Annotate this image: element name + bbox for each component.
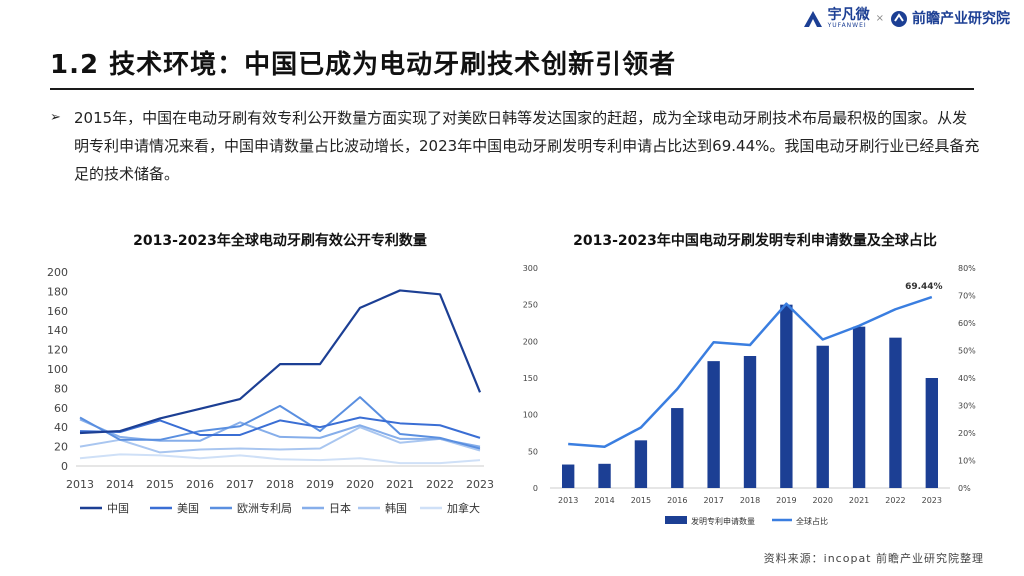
- x-tick-label: 2022: [426, 478, 454, 491]
- legend-label-usa: 美国: [177, 502, 199, 515]
- qianzhan-logo: 前瞻产业研究院: [890, 10, 1010, 28]
- bar: [598, 463, 611, 488]
- x-tick-label: 2016: [667, 496, 687, 505]
- qianzhan-logo-text: 前瞻产业研究院: [912, 10, 1010, 27]
- y-tick-label: 100: [47, 363, 68, 376]
- left-chart-title: 2013-2023年全球电动牙刷有效公开专利数量: [133, 233, 427, 249]
- x-tick-label: 2017: [226, 478, 254, 491]
- bar: [780, 304, 793, 488]
- logo-separator: ×: [875, 13, 884, 24]
- x-tick-label: 2020: [813, 496, 833, 505]
- x-tick-label: 2023: [922, 496, 942, 505]
- y2-tick-label: 10%: [958, 457, 976, 466]
- x-tick-label: 2019: [776, 496, 796, 505]
- title-divider: [50, 88, 974, 90]
- series-line-canada: [79, 453, 481, 465]
- y-tick-label: 50: [528, 447, 538, 456]
- application-bar-chart: 0 50 100 150 200 250 300 0% 10% 20% 30% 40% 50% 60% 70…: [523, 264, 976, 526]
- x-tick-label: 2022: [885, 496, 905, 505]
- legend-label-china: 中国: [107, 502, 129, 515]
- source-note: 资料来源：incopat 前瞻产业研究院整理: [763, 552, 984, 565]
- x-tick-label: 2021: [849, 496, 869, 505]
- y-tick-label: 20: [54, 441, 68, 454]
- summary-text: 2015年，中国在电动牙刷有效专利公开数量方面实现了对美欧日韩等发达国家的赶超，…: [74, 109, 980, 183]
- yufanwei-logo-text: 宇凡微: [827, 7, 870, 23]
- x-tick-label: 2014: [594, 496, 614, 505]
- series-line-eu: [79, 396, 481, 450]
- right-chart-title: 2013-2023年中国电动牙刷发明专利申请数量及全球占比: [573, 233, 937, 249]
- y-tick-label: 200: [47, 266, 68, 279]
- bar: [707, 361, 720, 488]
- y-tick-label: 150: [523, 374, 538, 383]
- page-title: 1.2 技术环境：中国已成为电动牙刷技术创新引领者: [50, 50, 677, 80]
- share-line: [568, 295, 933, 448]
- x-tick-label: 2016: [186, 478, 214, 491]
- legend-label-eu: 欧洲专利局: [237, 501, 292, 515]
- top-bar: 宇凡微 YUFANWEI × 前瞻产业研究院: [0, 0, 1024, 40]
- y-tick-label: 300: [523, 264, 538, 273]
- bar: [925, 378, 938, 488]
- x-tick-label: 2014: [106, 478, 134, 491]
- y2-tick-label: 60%: [958, 319, 976, 328]
- series-line-usa: [79, 416, 481, 439]
- share-annotation: 69.44%: [905, 282, 943, 292]
- series-line-korea: [79, 426, 481, 454]
- qianzhan-logo-icon: [891, 10, 907, 27]
- bar: [634, 440, 648, 488]
- bar: [889, 337, 902, 488]
- y-tick-label: 0: [533, 484, 538, 493]
- legend-label-korea: 韩国: [385, 501, 407, 515]
- y-tick-label: 100: [523, 411, 538, 420]
- summary-bullet: ➢ 2015年，中国在电动牙刷有效专利公开数量方面实现了对美欧日韩等发达国家的赶…: [50, 104, 980, 188]
- y-tick-label: 180: [47, 285, 68, 298]
- x-tick-label: 2020: [346, 478, 374, 491]
- y-tick-label: 40: [54, 421, 68, 434]
- yufanwei-logo-subtext: YUFANWEI: [827, 22, 867, 29]
- x-tick-label: 2015: [146, 478, 174, 491]
- y-tick-label: 120: [47, 344, 68, 357]
- y-tick-label: 0: [61, 460, 68, 473]
- bullet-arrow-icon: ➢: [50, 110, 61, 125]
- bar: [816, 345, 829, 488]
- x-tick-label: 2021: [386, 478, 414, 491]
- series-line-china: [79, 289, 482, 435]
- legend-label-canada: 加拿大: [447, 501, 480, 515]
- legend-label-bar: 发明专利申请数量: [691, 516, 755, 526]
- y2-tick-label: 0%: [958, 484, 971, 493]
- y2-tick-label: 80%: [958, 264, 976, 273]
- y-tick-label: 140: [47, 324, 68, 337]
- y2-tick-label: 40%: [958, 374, 976, 383]
- y-tick-label: 80: [54, 382, 68, 395]
- bar: [562, 464, 575, 488]
- x-tick-label: 2018: [266, 478, 294, 491]
- logos: 宇凡微 YUFANWEI × 前瞻产业研究院: [802, 8, 1010, 29]
- x-tick-label: 2017: [703, 496, 723, 505]
- y2-tick-label: 50%: [958, 347, 976, 356]
- x-tick-label: 2013: [66, 478, 94, 491]
- y2-tick-label: 70%: [958, 292, 976, 301]
- patent-line-chart: 0 20 40 60 80 100 120 140 160 180 200 2013 2014 2015 2…: [47, 266, 494, 515]
- x-tick-label: 2013: [558, 496, 578, 505]
- bar: [671, 408, 684, 488]
- legend-label-share: 全球占比: [796, 516, 828, 526]
- yufanwei-logo: 宇凡微 YUFANWEI: [802, 8, 870, 29]
- y-tick-label: 200: [523, 337, 538, 346]
- x-tick-label: 2018: [740, 496, 760, 505]
- x-tick-label: 2015: [631, 496, 651, 505]
- legend-swatch-bar: [665, 516, 687, 524]
- y-tick-label: 60: [54, 402, 68, 415]
- yufanwei-logo-icon: [803, 10, 822, 27]
- y2-tick-label: 30%: [958, 402, 976, 411]
- y-tick-label: 160: [47, 305, 68, 318]
- y2-tick-label: 20%: [958, 429, 976, 438]
- x-tick-label: 2023: [466, 478, 494, 491]
- bar: [743, 356, 757, 488]
- bar: [852, 326, 866, 488]
- legend-label-japan: 日本: [329, 501, 351, 515]
- x-tick-label: 2019: [306, 478, 334, 491]
- y-tick-label: 250: [523, 301, 538, 310]
